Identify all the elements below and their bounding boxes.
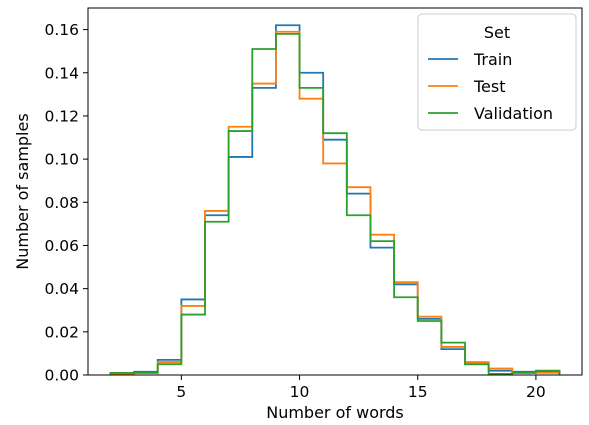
y-tick-label: 0.16 (44, 21, 79, 39)
x-tick-label: 5 (176, 383, 186, 401)
y-axis-label: Number of samples (13, 113, 32, 269)
legend-entry-test: Test (473, 77, 506, 96)
plot-frame (87, 7, 583, 376)
y-tick-label: 0.04 (44, 280, 79, 298)
legend: Set Train Test Validation (417, 13, 577, 131)
series-line-validation (109, 33, 561, 375)
legend-entry-validation: Validation (474, 104, 553, 123)
axes-layer: 5 10 15 20 0.00 0.02 0.04 0.06 0.08 0.10 0.12 0.14 0… (44, 7, 583, 401)
x-tick-label: 10 (290, 383, 310, 401)
y-tick-label: 0.00 (44, 367, 79, 385)
legend-title: Set (484, 23, 510, 42)
legend-entry-train: Train (473, 50, 512, 69)
y-tick-label: 0.08 (44, 194, 79, 212)
x-axis-label: Number of words (266, 403, 404, 422)
legend-box (417, 13, 577, 131)
x-tick-label: 20 (526, 383, 546, 401)
y-tick-label: 0.12 (44, 107, 79, 125)
series-layer (109, 24, 561, 375)
x-tick-label: 15 (408, 383, 428, 401)
y-tick-label: 0.14 (44, 64, 79, 82)
y-tick-label: 0.10 (44, 151, 79, 169)
y-tick-label: 0.02 (44, 323, 79, 341)
y-tick-label: 0.06 (44, 237, 79, 255)
